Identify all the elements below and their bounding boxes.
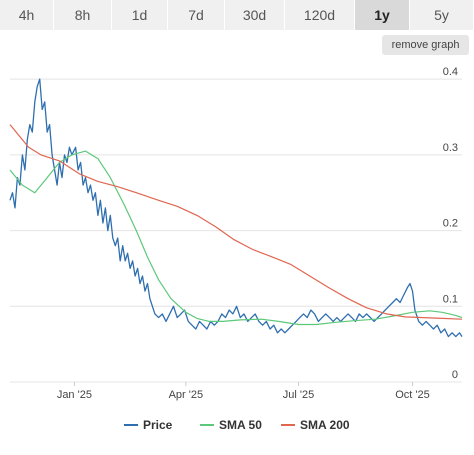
legend-label[interactable]: SMA 200 [300,418,350,432]
tab-5y[interactable]: 5y [410,0,474,30]
y-tick-label: 0.4 [443,66,458,78]
series-line-price [9,78,463,338]
tab-8h[interactable]: 8h [54,0,112,30]
tab-1y[interactable]: 1y [355,0,410,30]
chart-legend: Price SMA 50 SMA 200 [124,418,350,432]
chart-grid [10,78,462,383]
x-tick-label: Oct '25 [395,389,430,401]
legend-label[interactable]: SMA 50 [219,418,262,432]
tab-120d[interactable]: 120d [285,0,355,30]
y-tick-label: 0.1 [443,293,458,305]
range-tabs: 4h 8h 1d 7d 30d 120d 1y 5y [0,0,474,30]
y-tick-label: 0.3 [443,142,458,154]
x-tick-label: Apr '25 [169,389,204,401]
x-axis-labels: Jan '25 Apr '25 Jul '25 Oct '25 [57,382,430,401]
x-tick-label: Jul '25 [283,389,314,401]
remove-graph-button[interactable]: remove graph [382,35,469,55]
y-tick-label: 0.2 [443,218,458,230]
series-layer [9,78,463,338]
tab-4h[interactable]: 4h [0,0,54,30]
series-line-sma-200 [9,124,463,320]
y-axis-labels: 0 0.1 0.2 0.3 0.4 [443,66,458,381]
x-tick-label: Jan '25 [57,389,92,401]
tab-30d[interactable]: 30d [225,0,285,30]
tab-7d[interactable]: 7d [168,0,225,30]
y-tick-label: 0 [452,369,458,381]
legend-label[interactable]: Price [143,418,173,432]
price-chart: 0 0.1 0.2 0.3 0.4 Jan '25 Apr '25 Jul '25 Oct '… [9,66,463,432]
series-line-sma-50 [9,150,463,326]
tab-1d[interactable]: 1d [112,0,168,30]
